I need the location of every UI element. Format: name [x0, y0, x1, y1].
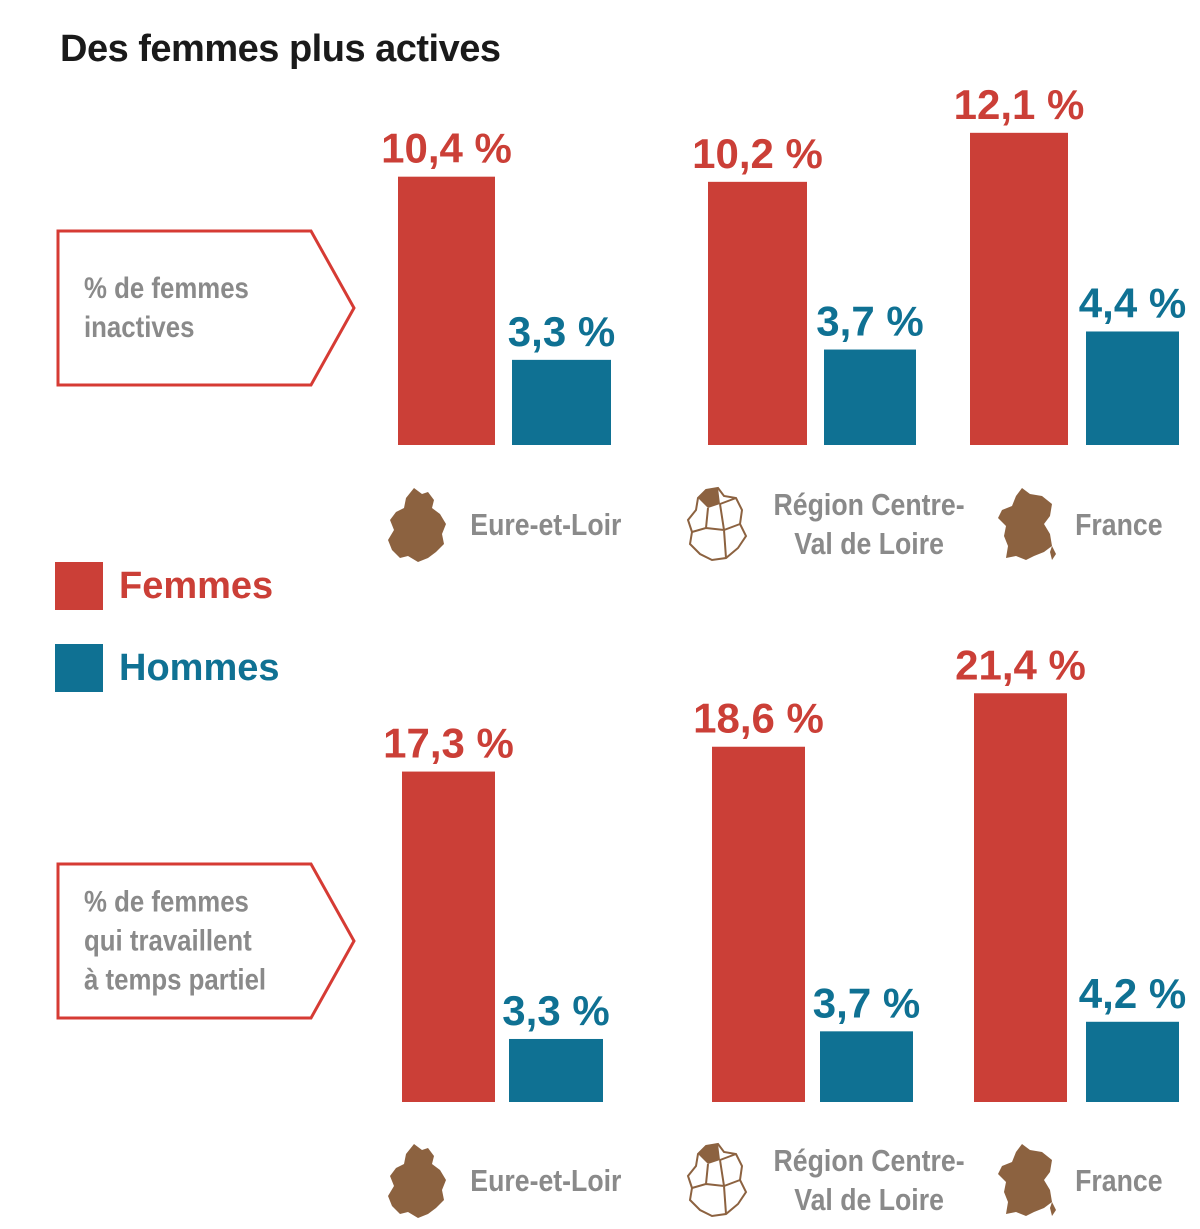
bar-femmes-france [974, 693, 1067, 1102]
callout-temps-partiel-line-2: qui travaillent [84, 924, 252, 958]
data-label-femmes-region-centre-val-de-loire: 18,6 % [693, 695, 824, 742]
data-label-hommes-eure-et-loir: 3,3 % [502, 987, 609, 1034]
legend-label-femmes: Femmes [119, 564, 274, 607]
legend-swatch-femmes [55, 562, 103, 610]
bar-femmes-region-centre-val-de-loire [708, 181, 807, 445]
bar-hommes-region-centre-val-de-loire [820, 1031, 913, 1102]
callout-temps-partiel: % de femmes qui travaillent à temps part… [56, 862, 358, 1020]
region-label-centre-line-1: Région Centre- [773, 487, 965, 522]
data-label-femmes-france: 21,4 % [955, 641, 1086, 688]
callout-inactives-text: % de femmes inactives [84, 269, 298, 347]
bar-hommes-france [1086, 1021, 1179, 1102]
region-label-france: France [1068, 1161, 1170, 1200]
bar-femmes-region-centre-val-de-loire [712, 746, 805, 1102]
region-label-eure-et-loir: Eure-et-Loir [458, 1161, 634, 1200]
callout-inactives-line-2: inactives [84, 311, 195, 344]
bar-hommes-eure-et-loir [509, 1038, 603, 1102]
france-map-icon [998, 1144, 1056, 1216]
bar-hommes-france [1086, 331, 1179, 445]
region-label-france-text: France [1075, 1162, 1163, 1198]
data-label-hommes-france: 4,2 % [1079, 970, 1186, 1017]
callout-arrow-shape [56, 229, 356, 387]
region-label-centre-line-1: Région Centre- [773, 1143, 965, 1178]
data-label-hommes-region-centre-val-de-loire: 3,7 % [816, 298, 923, 345]
region-label-centre-val-de-loire: Région Centre- Val de Loire [758, 1141, 980, 1219]
eure-et-loir-map-icon [388, 1144, 446, 1218]
data-label-femmes-region-centre-val-de-loire: 10,2 % [692, 130, 823, 177]
france-map-icon [998, 488, 1056, 560]
region-eure-et-loir: Eure-et-Loir [384, 1140, 634, 1220]
region-label-france: France [1068, 505, 1170, 544]
region-label-france-text: France [1075, 506, 1163, 542]
data-label-hommes-eure-et-loir: 3,3 % [508, 308, 615, 355]
legend-item-femmes: Femmes [55, 562, 280, 610]
page-title: Des femmes plus actives [60, 28, 501, 70]
data-label-hommes-france: 4,4 % [1079, 279, 1186, 326]
region-label-eure-et-loir-text: Eure-et-Loir [470, 1162, 622, 1198]
region-label-centre-val-de-loire: Région Centre- Val de Loire [758, 485, 980, 563]
callout-temps-partiel-text: % de femmes qui travaillent à temps part… [84, 883, 298, 1000]
callout-inactives-line-1: % de femmes [84, 272, 249, 305]
centre-val-de-loire-map-icon [686, 1142, 748, 1218]
callout-temps-partiel-line-3: à temps partiel [84, 963, 267, 997]
data-label-femmes-eure-et-loir: 10,4 % [381, 125, 512, 172]
data-label-femmes-france: 12,1 % [954, 81, 1085, 128]
chart-temps-partiel: 17,3 % 3,3 % 18,6 % 3,7 % 21,4 % 4,2 % [383, 641, 1186, 1102]
bar-femmes-eure-et-loir [398, 176, 495, 445]
callout-arrow-shape [56, 862, 356, 1020]
legend-item-hommes: Hommes [55, 644, 280, 692]
region-label-eure-et-loir-text: Eure-et-Loir [470, 506, 622, 542]
eure-et-loir-map-icon [388, 488, 446, 562]
region-france: France [994, 1140, 1170, 1220]
callout-temps-partiel-line-1: % de femmes [84, 885, 249, 919]
region-centre-val-de-loire: Région Centre- Val de Loire [684, 484, 980, 564]
bar-femmes-france [970, 132, 1068, 445]
legend: Femmes Hommes [55, 562, 280, 726]
bar-femmes-eure-et-loir [402, 771, 495, 1102]
region-label-eure-et-loir: Eure-et-Loir [458, 505, 634, 544]
region-label-centre-line-2: Val de Loire [794, 1182, 944, 1217]
region-eure-et-loir: Eure-et-Loir [384, 484, 634, 564]
data-label-hommes-region-centre-val-de-loire: 3,7 % [813, 979, 920, 1026]
bar-hommes-eure-et-loir [512, 359, 611, 445]
region-centre-val-de-loire: Région Centre- Val de Loire [684, 1140, 980, 1220]
legend-label-hommes: Hommes [119, 646, 280, 689]
centre-val-de-loire-map-icon [686, 486, 748, 562]
callout-inactives: % de femmes inactives [56, 229, 358, 387]
region-label-centre-line-2: Val de Loire [794, 526, 944, 561]
bar-hommes-region-centre-val-de-loire [824, 349, 916, 445]
region-france: France [994, 484, 1170, 564]
chart-inactives: 10,4 % 3,3 % 10,2 % 3,7 % 12,1 % 4,4 % [381, 81, 1186, 445]
legend-swatch-hommes [55, 644, 103, 692]
data-label-femmes-eure-et-loir: 17,3 % [383, 720, 514, 767]
